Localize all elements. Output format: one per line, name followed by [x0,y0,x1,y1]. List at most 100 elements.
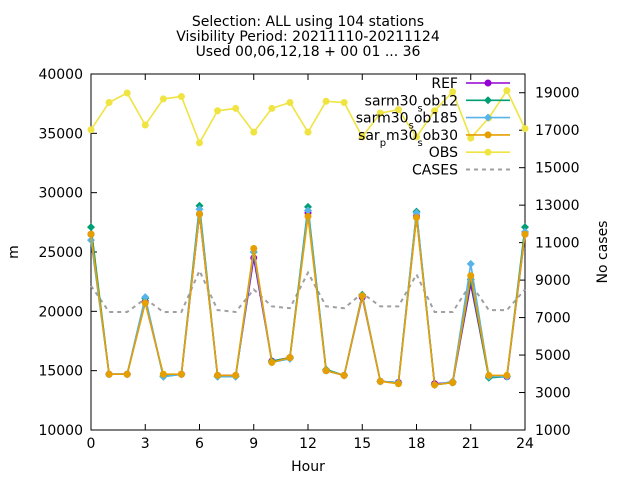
data-point [141,121,149,129]
y-tick-label: 20000 [38,304,83,320]
data-point [304,212,312,220]
data-point [340,371,348,379]
y2-tick-label: 5000 [535,348,571,364]
legend-label-part: sar [358,128,380,144]
data-point [105,98,113,106]
y-tick-label: 15000 [38,364,83,380]
series-sar-m30-sob12 [87,201,529,389]
y2-tick-label: 11000 [535,236,580,252]
x-tick-label: 15 [353,436,371,452]
series-ref [87,209,529,388]
legend-label-part: s [418,103,423,114]
data-point [105,370,113,378]
y2-tick-label: 7000 [535,311,571,327]
data-point [521,230,529,238]
data-point [485,371,493,379]
data-point [304,206,312,215]
x-tick-label: 0 [87,436,96,452]
data-point [358,133,366,141]
x-axis-label: Hour [291,459,325,475]
data-point [484,96,492,105]
data-point [141,293,150,302]
data-point [466,259,475,268]
series-sar-m30-sob185 [87,205,529,389]
legend-label: sarpm30sob30 [358,128,458,149]
data-point [503,371,511,379]
legend-label-part: m30 [386,128,417,144]
data-point [322,367,330,375]
x-tick-label: 18 [408,436,426,452]
data-point [484,131,492,139]
data-point [431,381,439,389]
data-point [123,89,131,97]
data-point [304,128,312,136]
y2-tick-label: 9000 [535,273,571,289]
legend-label: sarm30sob185 [356,111,458,132]
series-obs [87,87,529,147]
legend-label-part: s [409,120,414,131]
legend-label-part: m30 [377,111,408,127]
series-cases [90,268,526,314]
data-point [87,223,95,232]
legend-entry: CASES [412,163,510,179]
data-point [87,126,95,134]
data-point [286,98,294,106]
data-point [286,354,294,362]
legend-entry: REF [431,76,510,92]
title-line-1: Selection: ALL using 104 stations [192,14,424,30]
legend-label-part: p [380,137,386,148]
y-tick-label: 10000 [38,423,83,439]
data-point [394,106,402,114]
y2-tick-label: 1000 [535,423,571,439]
x-tick-label: 3 [141,436,150,452]
legend-label-part: ob185 [414,111,458,127]
legend-label-part: ob12 [423,93,458,109]
y2-axis-label: No cases [595,221,611,284]
y-tick-label: 40000 [38,67,83,83]
y2-tick-label: 13000 [535,198,580,214]
legend-label-part: m30 [386,93,417,109]
data-point [250,244,258,252]
axis-ticks: 0 3 6 9 12 15 18 21 24 10000 15000 20000 25000 30000 3… [38,67,579,452]
y-tick-label: 35000 [38,126,83,142]
data-point [87,230,95,238]
y2-tick-label: 15000 [535,161,580,177]
data-point [484,148,492,156]
data-point [268,358,276,366]
data-point [177,370,185,378]
data-point [232,371,240,379]
data-point [484,79,492,87]
data-point [159,95,167,103]
legend-entry: sarpm30sob30 [358,128,510,149]
series-line [90,212,526,385]
legend-entry: sarm30sob185 [356,111,510,132]
data-point [196,210,203,218]
legend-label: REF [431,76,458,92]
legend-label-part: s [418,137,423,148]
y-tick-label: 25000 [38,245,83,261]
data-point [177,93,185,101]
data-point [449,88,457,96]
data-point [521,223,529,232]
legend-label: CASES [412,163,458,179]
x-tick-label: 21 [462,436,480,452]
series-line [90,268,526,314]
y-axis-label: m [6,245,22,259]
series-layer [87,87,529,389]
x-tick-label: 24 [516,436,534,452]
series-line [90,209,526,386]
legend-label: OBS [429,145,458,161]
cases-series [90,268,526,314]
data-point [394,380,402,388]
data-point [503,87,511,95]
data-point [232,104,240,112]
title-line-2: Visibility Period: 20211110-20211124 [176,29,440,45]
data-point [141,299,149,307]
y2-tick-label: 19000 [535,86,580,102]
data-point [413,133,420,141]
legend-entry: OBS [429,145,510,161]
y2-tick-label: 17000 [535,123,580,139]
x-tick-label: 6 [195,436,204,452]
data-point [467,134,475,142]
